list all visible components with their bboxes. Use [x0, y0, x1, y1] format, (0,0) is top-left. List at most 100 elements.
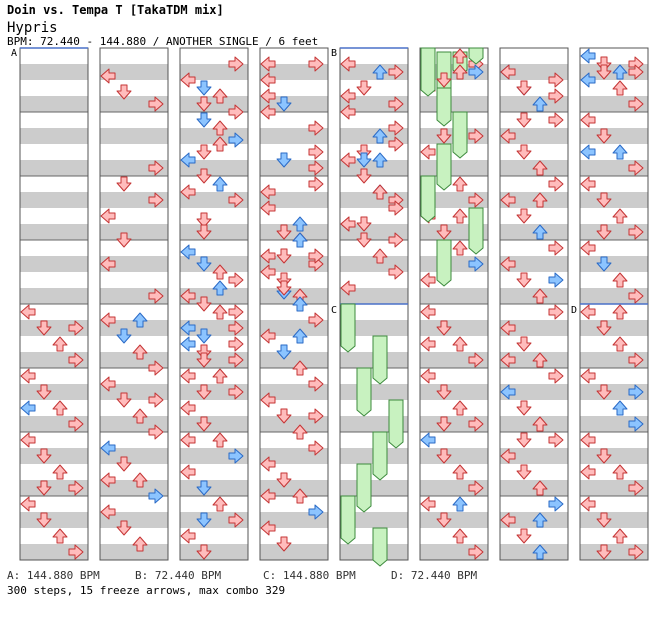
down-arrow-icon — [516, 80, 532, 96]
right-arrow-icon — [228, 104, 244, 120]
right-arrow-icon — [548, 112, 564, 128]
left-arrow-icon — [180, 464, 196, 480]
right-arrow-icon — [148, 192, 164, 208]
right-arrow-icon — [468, 128, 484, 144]
chart-stats: 300 steps, 15 freeze arrows, max combo 3… — [7, 584, 286, 597]
down-arrow-icon — [276, 344, 292, 360]
down-arrow-icon — [116, 232, 132, 248]
right-arrow-icon — [468, 256, 484, 272]
up-arrow-icon — [212, 264, 228, 280]
right-arrow-icon — [68, 544, 84, 560]
left-arrow-icon — [180, 320, 196, 336]
right-arrow-icon — [228, 320, 244, 336]
right-arrow-icon — [388, 136, 404, 152]
down-arrow-icon — [36, 480, 52, 496]
up-arrow-icon — [452, 240, 468, 256]
left-arrow-icon — [580, 72, 596, 88]
right-arrow-icon — [548, 240, 564, 256]
right-arrow-icon — [148, 392, 164, 408]
right-arrow-icon — [548, 176, 564, 192]
left-arrow-icon — [500, 256, 516, 272]
left-arrow-icon — [420, 336, 436, 352]
left-arrow-icon — [260, 104, 276, 120]
left-arrow-icon — [340, 152, 356, 168]
right-arrow-icon — [548, 88, 564, 104]
left-arrow-icon — [260, 328, 276, 344]
down-arrow-icon — [596, 320, 612, 336]
down-arrow-icon — [196, 544, 212, 560]
down-arrow-icon — [596, 128, 612, 144]
down-arrow-icon — [436, 448, 452, 464]
chart-column — [179, 47, 249, 561]
left-arrow-icon — [500, 352, 516, 368]
up-arrow-icon — [612, 400, 628, 416]
left-arrow-icon — [340, 56, 356, 72]
right-arrow-icon — [628, 96, 644, 112]
left-arrow-icon — [500, 320, 516, 336]
left-arrow-icon — [260, 184, 276, 200]
left-arrow-icon — [180, 184, 196, 200]
section-marker-label: B — [331, 48, 337, 59]
chart-column — [259, 47, 329, 561]
up-arrow-icon — [612, 144, 628, 160]
down-arrow-icon — [596, 64, 612, 80]
left-arrow-icon — [580, 368, 596, 384]
up-arrow-icon — [212, 136, 228, 152]
down-arrow-icon — [276, 248, 292, 264]
down-arrow-icon — [436, 128, 452, 144]
right-arrow-icon — [468, 480, 484, 496]
up-arrow-icon — [612, 80, 628, 96]
up-arrow-icon — [132, 312, 148, 328]
left-arrow-icon — [500, 128, 516, 144]
up-arrow-icon — [452, 496, 468, 512]
left-arrow-icon — [100, 68, 116, 84]
right-arrow-icon — [228, 304, 244, 320]
right-arrow-icon — [148, 288, 164, 304]
down-arrow-icon — [196, 480, 212, 496]
left-arrow-icon — [580, 432, 596, 448]
left-arrow-icon — [100, 376, 116, 392]
up-arrow-icon — [372, 248, 388, 264]
bpm-label-d: D: 72.440 BPM — [391, 569, 478, 582]
right-arrow-icon — [468, 192, 484, 208]
down-arrow-icon — [276, 152, 292, 168]
up-arrow-icon — [212, 120, 228, 136]
right-arrow-icon — [68, 480, 84, 496]
down-arrow-icon — [516, 464, 532, 480]
right-arrow-icon — [308, 440, 324, 456]
left-arrow-icon — [420, 272, 436, 288]
right-arrow-icon — [148, 488, 164, 504]
up-arrow-icon — [532, 96, 548, 112]
down-arrow-icon — [116, 176, 132, 192]
down-arrow-icon — [196, 352, 212, 368]
down-arrow-icon — [196, 144, 212, 160]
up-arrow-icon — [292, 296, 308, 312]
freeze-arrow — [356, 367, 372, 417]
up-arrow-icon — [292, 360, 308, 376]
left-arrow-icon — [20, 496, 36, 512]
down-arrow-icon — [196, 96, 212, 112]
up-arrow-icon — [532, 160, 548, 176]
up-arrow-icon — [372, 184, 388, 200]
left-arrow-icon — [180, 336, 196, 352]
right-arrow-icon — [68, 352, 84, 368]
down-arrow-icon — [516, 400, 532, 416]
chart-column — [499, 47, 569, 561]
right-arrow-icon — [628, 544, 644, 560]
down-arrow-icon — [116, 84, 132, 100]
freeze-arrow — [372, 335, 388, 385]
right-arrow-icon — [228, 56, 244, 72]
down-arrow-icon — [196, 112, 212, 128]
left-arrow-icon — [340, 280, 356, 296]
down-arrow-icon — [276, 96, 292, 112]
left-arrow-icon — [260, 456, 276, 472]
freeze-arrow — [372, 527, 388, 567]
freeze-arrow — [468, 47, 484, 65]
up-arrow-icon — [532, 192, 548, 208]
up-arrow-icon — [132, 408, 148, 424]
up-arrow-icon — [212, 496, 228, 512]
down-arrow-icon — [596, 384, 612, 400]
up-arrow-icon — [212, 432, 228, 448]
right-arrow-icon — [548, 496, 564, 512]
down-arrow-icon — [116, 328, 132, 344]
